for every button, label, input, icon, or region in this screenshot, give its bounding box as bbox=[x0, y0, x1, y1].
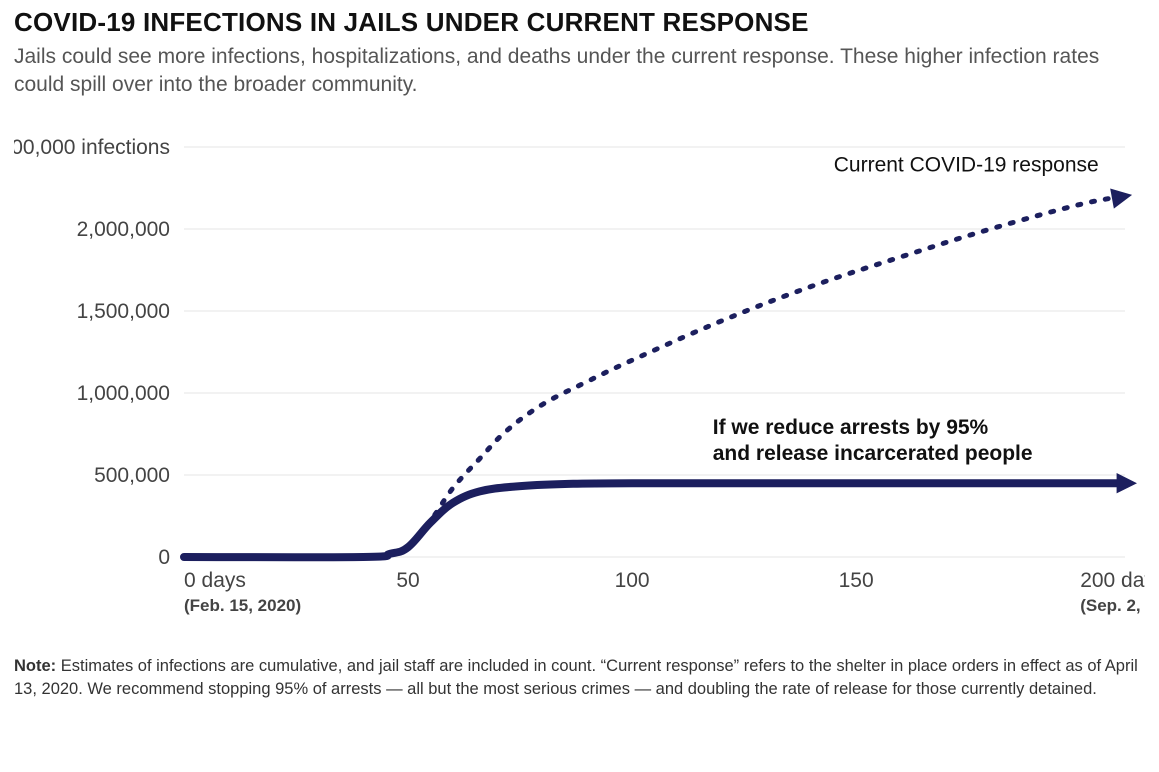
svg-text:150: 150 bbox=[839, 569, 874, 592]
svg-text:0 days: 0 days bbox=[184, 569, 246, 592]
svg-text:200 days: 200 days bbox=[1080, 569, 1145, 592]
svg-text:Current COVID-19 response: Current COVID-19 response bbox=[834, 154, 1099, 177]
chart-container: 0 500,000 1,000,000 1,500,000 2,000,000 2,500… bbox=[14, 127, 1145, 637]
svg-text:1,000,000: 1,000,000 bbox=[77, 382, 170, 405]
chart-footnote: Note: Estimates of infections are cumula… bbox=[14, 655, 1144, 700]
svg-text:1,500,000: 1,500,000 bbox=[77, 300, 170, 323]
infections-line-chart: 0 500,000 1,000,000 1,500,000 2,000,000 2,500… bbox=[14, 127, 1145, 637]
svg-text:0: 0 bbox=[158, 546, 170, 569]
chart-subtitle: Jails could see more infections, hospita… bbox=[14, 43, 1134, 100]
svg-text:100: 100 bbox=[615, 569, 650, 592]
svg-text:50: 50 bbox=[396, 569, 419, 592]
svg-text:2,000,000: 2,000,000 bbox=[77, 218, 170, 241]
svg-text:(Feb. 15, 2020): (Feb. 15, 2020) bbox=[184, 596, 301, 615]
footnote-body: Estimates of infections are cumulative, … bbox=[14, 657, 1138, 697]
svg-text:500,000: 500,000 bbox=[94, 464, 170, 487]
chart-title: COVID-19 INFECTIONS IN JAILS UNDER CURRE… bbox=[14, 8, 1145, 37]
svg-text:and release incarcerated peopl: and release incarcerated people bbox=[713, 442, 1033, 465]
svg-text:(Sep. 2, 2020): (Sep. 2, 2020) bbox=[1080, 596, 1145, 615]
svg-text:2,500,000 infections: 2,500,000 infections bbox=[14, 136, 170, 159]
footnote-lead: Note: bbox=[14, 657, 56, 675]
svg-text:If we reduce arrests by 95%: If we reduce arrests by 95% bbox=[713, 416, 989, 439]
